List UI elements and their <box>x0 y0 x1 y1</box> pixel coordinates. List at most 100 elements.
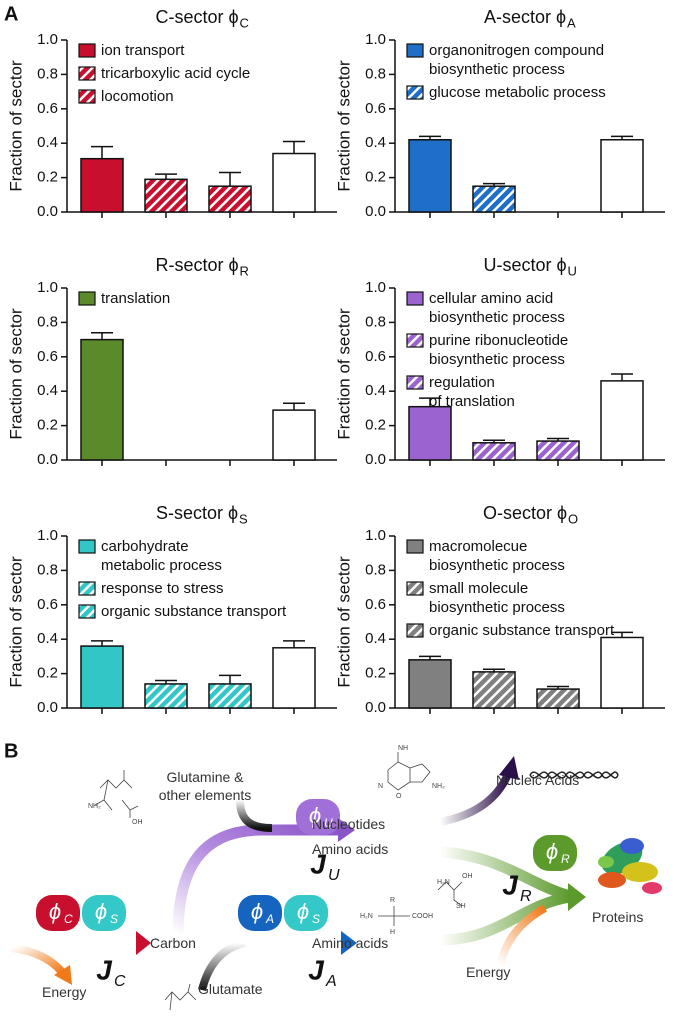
legend-swatch <box>406 375 424 390</box>
y-tick-label: 0.8 <box>37 561 58 578</box>
arrow <box>439 772 512 826</box>
y-tick-label: 0.4 <box>37 630 58 647</box>
y-tick-label: 0.2 <box>365 169 386 186</box>
chart-title-sub: S <box>239 511 248 526</box>
chem-label: OH <box>462 873 473 880</box>
legend-label: regulation of translation <box>429 374 515 410</box>
y-tick-label: 0.0 <box>365 699 386 716</box>
chart-title: O-sector ϕ <box>483 503 567 523</box>
chart-title: C-sector ϕ <box>155 7 238 27</box>
y-axis-label: Fraction of sector <box>6 60 25 192</box>
bar <box>600 139 644 213</box>
arrow-head <box>341 931 357 955</box>
bar <box>272 409 316 461</box>
sector-bubble <box>82 895 126 931</box>
legend-swatch <box>78 89 96 104</box>
legend-swatch <box>406 43 424 58</box>
arrow-head <box>54 965 72 985</box>
y-tick-label: 0.8 <box>37 65 58 82</box>
legend-swatch <box>406 85 424 100</box>
flux-symbol: J <box>310 848 327 879</box>
chem-label: R <box>390 897 395 904</box>
y-tick-label: 0.4 <box>365 382 386 399</box>
diagram-label: Glutamate <box>198 981 263 997</box>
sector-symbol: ϕ <box>297 899 309 924</box>
protein-part <box>642 882 662 894</box>
bar <box>408 405 452 461</box>
sector-symbol: ϕ <box>546 839 558 864</box>
bar <box>536 440 580 461</box>
diagram-label: Proteins <box>592 909 644 925</box>
arrow <box>439 891 571 946</box>
legend-swatch <box>406 333 424 348</box>
legend-label: carbohydrate metabolic process <box>101 538 222 574</box>
bar <box>272 152 316 213</box>
bar <box>144 178 188 213</box>
legend-swatch <box>406 291 424 306</box>
chem-label: SH <box>456 903 466 910</box>
chem-label: N <box>378 783 383 790</box>
y-tick-label: 1.0 <box>37 527 58 544</box>
y-tick-label: 1.0 <box>365 279 386 296</box>
y-tick-label: 1.0 <box>365 527 386 544</box>
amino-acid <box>378 906 410 926</box>
sector-bubble <box>533 835 577 871</box>
y-tick-label: 0.4 <box>37 382 58 399</box>
y-tick-label: 0.8 <box>365 65 386 82</box>
legend-swatch <box>78 539 96 554</box>
bar <box>536 688 580 709</box>
bar <box>80 645 124 709</box>
diagram-label: Energy <box>42 984 87 1000</box>
sector-symbol: ϕ <box>251 899 263 924</box>
legend-label: cellular amino acid biosynthetic process <box>429 290 565 326</box>
chem-label: NH₂ <box>88 803 101 810</box>
sector-sub: R <box>561 852 570 866</box>
legend-label: translation <box>101 290 171 307</box>
chart-title: U-sector ϕ <box>483 255 566 275</box>
y-tick-label: 0.6 <box>365 596 386 613</box>
flux-sub: U <box>328 867 340 884</box>
guanine <box>387 752 431 791</box>
y-axis-label: Fraction of sector <box>334 60 353 192</box>
sector-bubble <box>296 799 340 835</box>
chem-label: NH <box>398 745 408 752</box>
y-tick-label: 1.0 <box>37 31 58 48</box>
bar <box>472 671 516 709</box>
arrow <box>172 824 340 936</box>
sector-symbol: ϕ <box>49 899 61 924</box>
arrow <box>496 904 548 967</box>
dna-helix <box>529 771 619 779</box>
chem-label: COOH <box>412 913 433 920</box>
y-tick-label: 0.0 <box>365 203 386 220</box>
legend-swatch <box>406 539 424 554</box>
bar <box>408 659 452 709</box>
bar <box>408 139 452 213</box>
legend-label: glucose metabolic process <box>429 84 606 101</box>
bar <box>208 185 252 213</box>
arrow <box>198 939 247 992</box>
arrow-head <box>136 931 151 955</box>
legend-label: small molecule biosynthetic process <box>429 580 565 616</box>
arrow-head <box>338 818 355 842</box>
chart-title: R-sector ϕ <box>155 255 238 275</box>
bar <box>600 636 644 709</box>
chart-title-sub: C <box>240 15 249 30</box>
y-tick-label: 0.6 <box>37 348 58 365</box>
flux-sub: A <box>325 973 337 990</box>
legend-label: macromolecue biosynthetic process <box>429 538 565 574</box>
y-tick-label: 0.6 <box>365 100 386 117</box>
y-tick-label: 0.2 <box>37 169 58 186</box>
chem-label: H₂N <box>360 913 373 920</box>
y-tick-label: 0.2 <box>37 417 58 434</box>
flux-symbol: J <box>308 954 325 985</box>
sector-sub: S <box>312 912 320 926</box>
flux-sub: C <box>114 973 126 990</box>
protein-part <box>622 862 658 882</box>
diagram-label: Energy <box>466 964 511 980</box>
chem-label: O <box>396 793 402 800</box>
y-tick-label: 0.4 <box>365 630 386 647</box>
chart-title-sub: U <box>568 263 577 278</box>
y-tick-label: 0.0 <box>37 451 58 468</box>
